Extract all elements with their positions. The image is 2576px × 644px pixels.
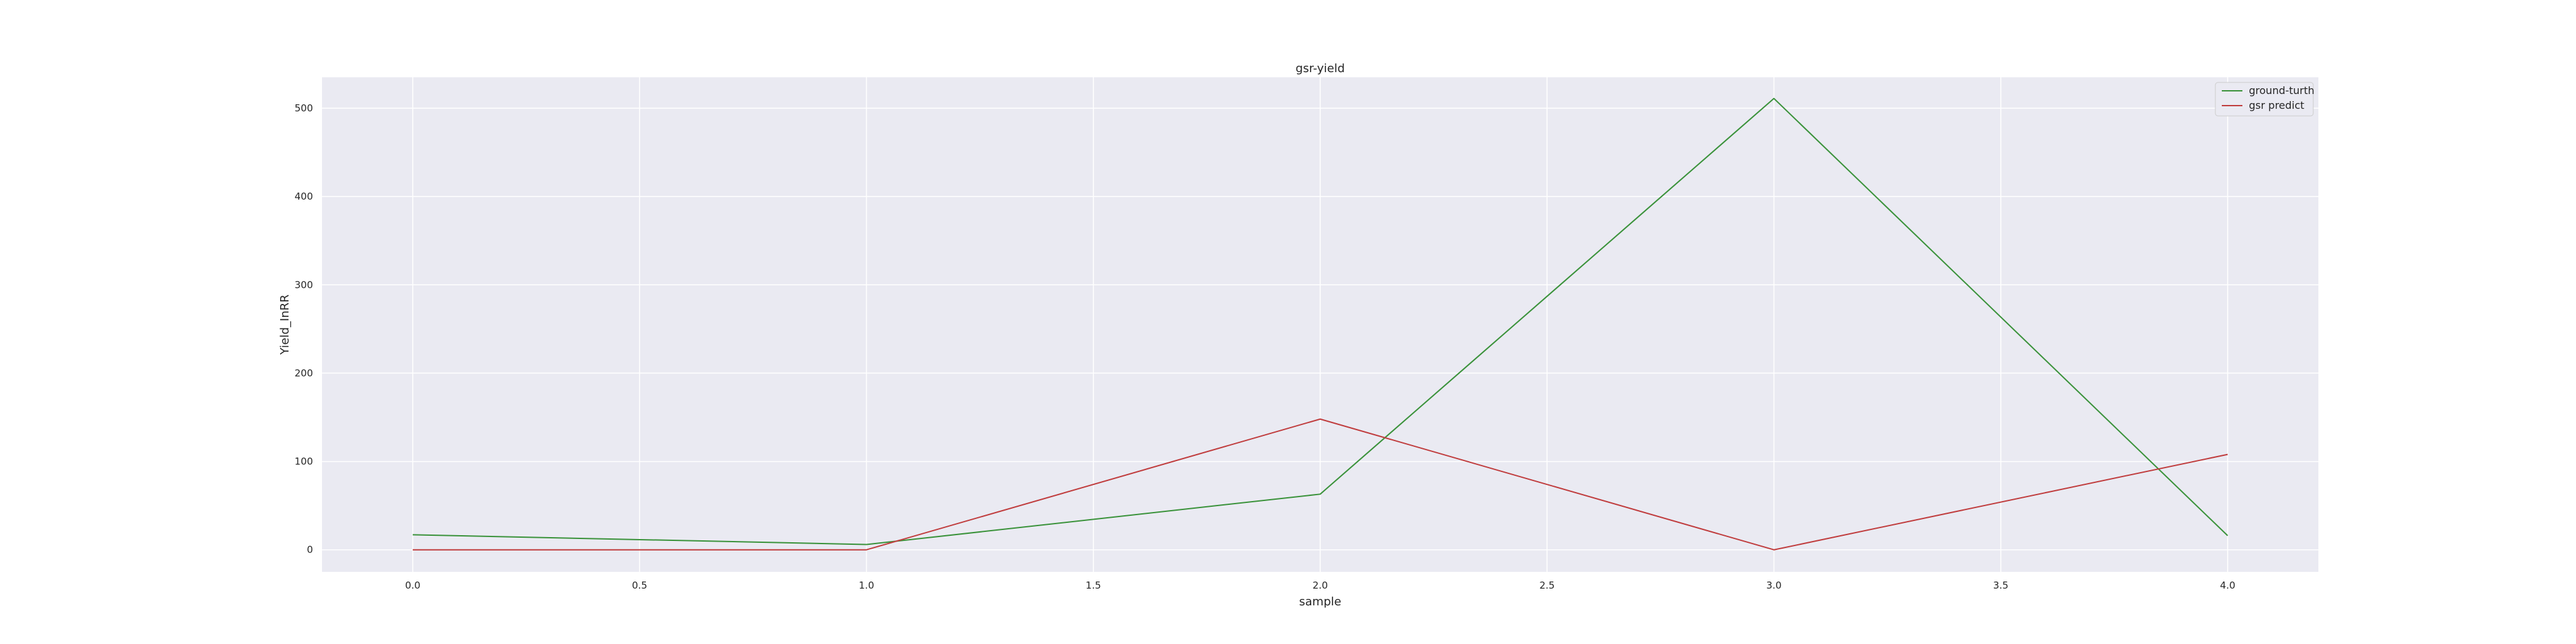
y-tick-label: 400 (294, 191, 313, 202)
x-tick-label: 0.0 (405, 580, 421, 591)
x-axis-label: sample (1299, 595, 1341, 609)
x-tick-label: 3.5 (1993, 580, 2009, 591)
y-tick-label: 0 (307, 544, 313, 556)
chart-title: gsr-yield (1296, 62, 1345, 75)
series-lines (412, 97, 2228, 551)
x-tick-label: 1.5 (1086, 580, 1101, 591)
y-tick-label: 300 (294, 279, 313, 290)
y-tick-label: 500 (294, 102, 313, 114)
y-axis-label: Yield_InRR (278, 294, 292, 355)
y-tick-labels: 0 100 200 300 400 500 (294, 102, 313, 556)
legend: ground-turth gsr predict (2215, 82, 2315, 117)
x-tick-label: 2.5 (1539, 580, 1555, 591)
grid-lines (322, 77, 2318, 572)
legend-label-gsr-predict: gsr predict (2249, 99, 2304, 111)
x-tick-labels: 0.0 0.5 1.0 1.5 2.0 2.5 3.0 3.5 4.0 (405, 580, 2235, 591)
x-tick-label: 3.0 (1766, 580, 1782, 591)
x-tick-label: 0.5 (632, 580, 647, 591)
legend-label-ground-turth: ground-turth (2249, 84, 2315, 97)
y-tick-label: 100 (294, 456, 313, 468)
y-tick-label: 200 (294, 367, 313, 379)
x-tick-label: 1.0 (859, 580, 875, 591)
x-tick-label: 2.0 (1312, 580, 1328, 591)
x-tick-label: 4.0 (2220, 580, 2235, 591)
